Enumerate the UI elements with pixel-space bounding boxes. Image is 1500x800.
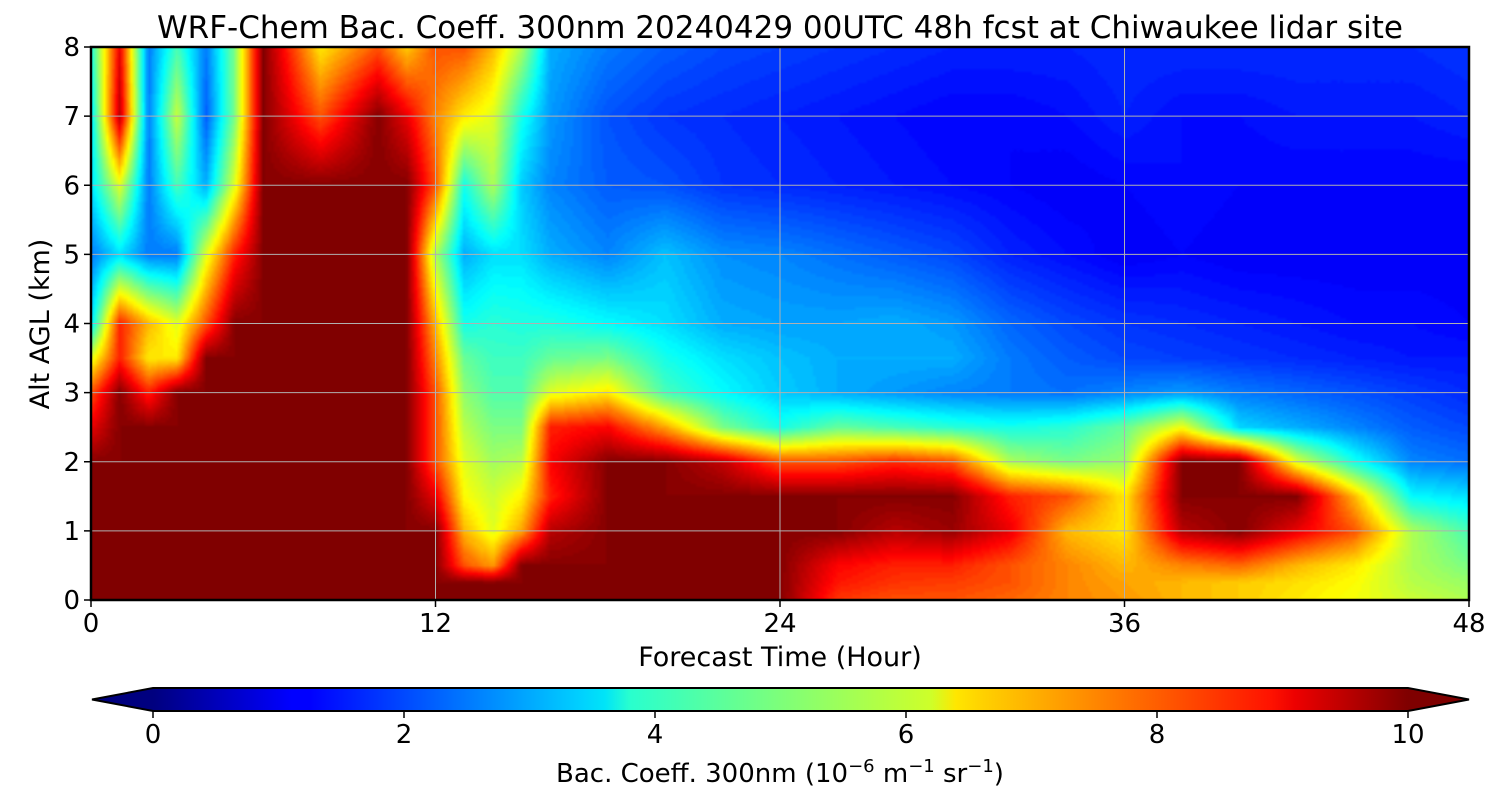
x-tick-label: 12 — [419, 609, 452, 639]
x-axis-ticks: 0 12 24 36 48 — [83, 600, 1486, 639]
x-tick-label: 24 — [763, 609, 796, 639]
colorbar-label-exp1: −6 — [848, 756, 875, 777]
chart-title: WRF-Chem Bac. Coeff. 300nm 20240429 00UT… — [157, 10, 1403, 46]
colorbar-tick-label: 8 — [1149, 720, 1166, 750]
x-tick-label: 0 — [83, 609, 100, 639]
x-tick-label: 48 — [1452, 609, 1485, 639]
colorbar-tick-label: 0 — [145, 720, 162, 750]
colorbar-label-end: ) — [994, 759, 1004, 789]
y-tick-label: 3 — [63, 379, 80, 409]
y-tick-label: 5 — [63, 240, 80, 270]
y-axis-label: Alt AGL (km) — [25, 239, 56, 410]
x-axis-label: Forecast Time (Hour) — [638, 642, 922, 673]
y-tick-label: 6 — [63, 171, 80, 201]
colorbar-label-exp2: −1 — [908, 756, 935, 777]
colorbar-extend-low — [92, 688, 153, 711]
y-tick-label: 4 — [63, 310, 80, 340]
colorbar-tick-label: 6 — [898, 720, 915, 750]
colorbar-label-mid: m — [875, 759, 909, 789]
y-tick-label: 7 — [63, 102, 80, 132]
colorbar-label: Bac. Coeff. 300nm (10−6 m−1 sr−1) — [556, 756, 1004, 789]
colorbar-tick-label: 10 — [1391, 720, 1424, 750]
colorbar-tick-label: 4 — [647, 720, 664, 750]
y-tick-label: 0 — [63, 586, 80, 616]
colorbar-tick-label: 2 — [396, 720, 413, 750]
y-axis-ticks: 0 1 2 3 4 5 6 7 8 — [63, 33, 91, 616]
x-tick-label: 36 — [1108, 609, 1141, 639]
colorbar: 0 2 4 6 8 10 Bac. Coeff. 300nm (10−6 m−1 sr−1… — [91, 687, 1470, 789]
y-tick-label: 2 — [63, 448, 80, 478]
colorbar-ticks: 0 2 4 6 8 10 — [145, 711, 1425, 750]
colorbar-label-mid2: sr — [935, 759, 968, 789]
colorbar-extend-high — [1408, 688, 1469, 711]
colorbar-gradient — [153, 688, 1408, 711]
colorbar-label-exp3: −1 — [967, 756, 994, 777]
y-tick-label: 1 — [63, 517, 80, 547]
y-tick-label: 8 — [63, 33, 80, 63]
grid-lines — [91, 47, 1469, 600]
colorbar-label-main: Bac. Coeff. 300nm (10 — [556, 759, 848, 789]
